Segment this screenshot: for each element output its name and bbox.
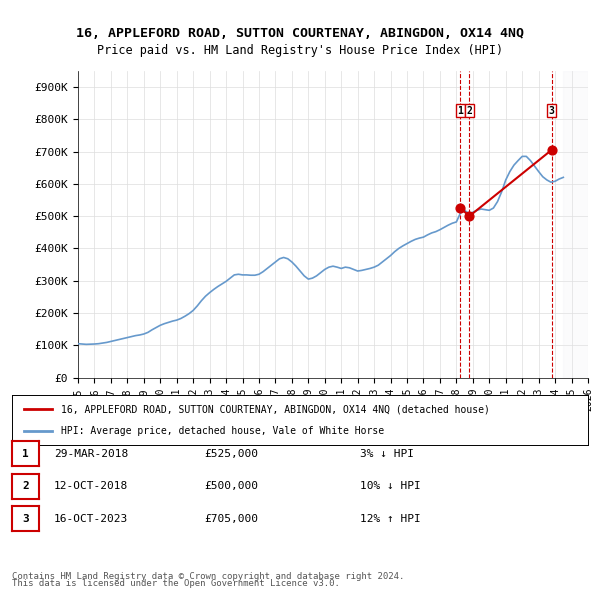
Text: 12% ↑ HPI: 12% ↑ HPI	[360, 514, 421, 523]
Text: 3% ↓ HPI: 3% ↓ HPI	[360, 449, 414, 458]
Text: 10% ↓ HPI: 10% ↓ HPI	[360, 481, 421, 491]
Text: Contains HM Land Registry data © Crown copyright and database right 2024.: Contains HM Land Registry data © Crown c…	[12, 572, 404, 581]
Text: 29-MAR-2018: 29-MAR-2018	[54, 449, 128, 458]
Text: £500,000: £500,000	[204, 481, 258, 491]
Point	[547, 145, 556, 155]
Text: 3: 3	[22, 514, 29, 523]
Text: 3: 3	[549, 106, 554, 116]
Text: £705,000: £705,000	[204, 514, 258, 523]
Text: This data is licensed under the Open Government Licence v3.0.: This data is licensed under the Open Gov…	[12, 579, 340, 588]
Text: £525,000: £525,000	[204, 449, 258, 458]
Text: 1: 1	[457, 106, 463, 116]
Text: 1: 1	[22, 449, 29, 458]
Text: 2: 2	[466, 106, 472, 116]
Bar	[563, 71, 588, 378]
Point	[464, 211, 474, 221]
Text: 16, APPLEFORD ROAD, SUTTON COURTENAY, ABINGDON, OX14 4NQ: 16, APPLEFORD ROAD, SUTTON COURTENAY, AB…	[76, 27, 524, 40]
Point	[455, 204, 465, 213]
Text: 12-OCT-2018: 12-OCT-2018	[54, 481, 128, 491]
Text: Price paid vs. HM Land Registry's House Price Index (HPI): Price paid vs. HM Land Registry's House …	[97, 44, 503, 57]
Text: 16, APPLEFORD ROAD, SUTTON COURTENAY, ABINGDON, OX14 4NQ (detached house): 16, APPLEFORD ROAD, SUTTON COURTENAY, AB…	[61, 404, 490, 414]
Text: 16-OCT-2023: 16-OCT-2023	[54, 514, 128, 523]
Text: HPI: Average price, detached house, Vale of White Horse: HPI: Average price, detached house, Vale…	[61, 427, 384, 437]
Text: 2: 2	[22, 481, 29, 491]
